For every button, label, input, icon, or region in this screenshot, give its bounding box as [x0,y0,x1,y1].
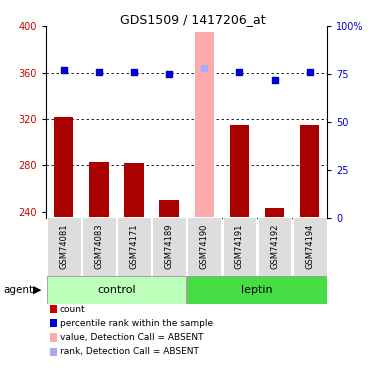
Point [306,69,313,75]
Text: leptin: leptin [241,285,273,295]
Point [131,69,137,75]
Bar [195,32,214,217]
Bar [230,125,249,217]
Text: GSM74194: GSM74194 [305,224,314,269]
Bar [117,217,151,276]
Bar [187,217,221,276]
Bar [47,217,80,276]
Bar [82,217,116,276]
Point [236,69,243,75]
Bar [293,217,326,276]
Bar [152,217,186,276]
Text: GSM74191: GSM74191 [235,224,244,269]
Point [96,69,102,75]
Point [201,65,208,71]
Text: GSM74189: GSM74189 [165,224,174,269]
Point [271,77,278,83]
Bar [265,208,284,218]
Point [61,67,67,73]
Text: rank, Detection Call = ABSENT: rank, Detection Call = ABSENT [60,347,199,356]
Bar [300,125,319,217]
Text: agent: agent [4,285,34,295]
Bar [124,163,144,218]
Text: GDS1509 / 1417206_at: GDS1509 / 1417206_at [120,13,265,26]
Bar [54,117,74,218]
Bar [223,217,256,276]
Bar [47,276,186,304]
Text: ▶: ▶ [33,285,41,295]
Bar [89,162,109,218]
Text: GSM74081: GSM74081 [59,224,68,269]
Text: control: control [97,285,136,295]
Text: percentile rank within the sample: percentile rank within the sample [60,319,213,328]
Text: GSM74171: GSM74171 [129,224,139,269]
Bar [159,200,179,217]
Bar [258,217,291,276]
Bar [187,276,326,304]
Text: GSM74083: GSM74083 [94,224,104,269]
Text: GSM74190: GSM74190 [200,224,209,269]
Text: GSM74192: GSM74192 [270,224,279,269]
Point [166,71,172,77]
Text: value, Detection Call = ABSENT: value, Detection Call = ABSENT [60,333,203,342]
Text: count: count [60,304,85,313]
